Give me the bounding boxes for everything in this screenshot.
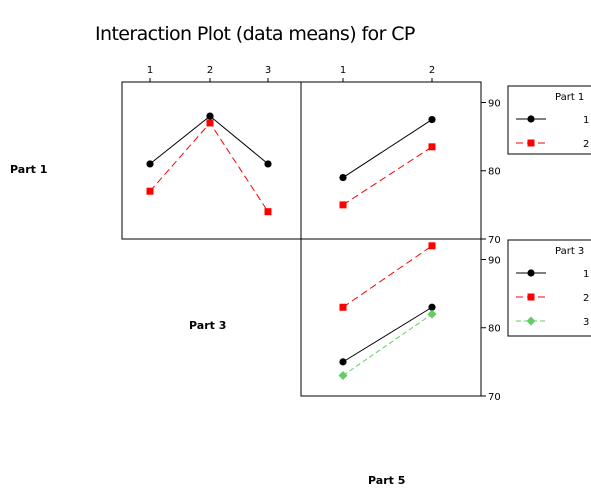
point-part3-by-part5-1 (428, 303, 436, 311)
y-tick-label: 80 (488, 324, 501, 335)
x-tick-label: 3 (265, 65, 271, 76)
y-tick-label: 70 (488, 392, 501, 403)
panel-frame-part1-by-part3 (121, 81, 302, 240)
legend-title-0: Part 1 (555, 92, 584, 103)
panel-frame-part3-by-part5 (300, 238, 482, 397)
y-tick-label: 70 (488, 235, 501, 246)
x-tick-label: 1 (147, 65, 153, 76)
x-tick-label: 2 (429, 65, 435, 76)
factor-label-part1: Part 1 (10, 163, 47, 176)
chart-title: Interaction Plot (data means) for CP (95, 23, 415, 45)
point-part1-by-part5-2 (428, 143, 436, 151)
x-tick-label: 2 (207, 65, 213, 76)
point-part1-by-part3-1 (206, 112, 214, 120)
legend-label-0-2: 2 (583, 139, 589, 150)
point-part3-by-part5-3 (427, 309, 437, 319)
point-part3-by-part5-1 (339, 358, 347, 366)
series-line-part3-by-part5-3 (342, 313, 433, 376)
point-part1-by-part5-2 (339, 201, 347, 209)
legend-marker-1-1 (527, 269, 535, 277)
y-tick-label: 80 (488, 167, 501, 178)
point-part1-by-part3-2 (206, 119, 214, 127)
legend-marker-1-3 (526, 316, 536, 326)
series-line-part1-by-part5-1 (342, 119, 433, 178)
legend-label-1-1: 1 (583, 269, 589, 280)
series-line-part3-by-part5-2 (342, 245, 433, 308)
legend-title-1: Part 3 (555, 246, 584, 257)
point-part1-by-part3-1 (146, 160, 154, 168)
panel-frame-part1-by-part5 (300, 81, 482, 240)
series-line-part1-by-part3-2 (149, 122, 269, 212)
factor-label-part5: Part 5 (368, 474, 405, 487)
point-part1-by-part5-1 (428, 115, 436, 124)
point-part3-by-part5-3 (338, 371, 348, 381)
point-part1-by-part3-1 (264, 160, 272, 168)
point-part3-by-part5-2 (339, 303, 347, 311)
point-part1-by-part3-2 (264, 208, 272, 216)
legend-marker-1-2 (527, 293, 535, 301)
point-part1-by-part3-2 (146, 187, 154, 195)
series-line-part1-by-part5-2 (342, 146, 433, 206)
legend-marker-0-2 (527, 139, 535, 147)
y-tick-label: 90 (488, 255, 501, 266)
legend-label-1-3: 3 (583, 317, 589, 328)
x-tick-label: 1 (340, 65, 346, 76)
point-part1-by-part5-1 (339, 173, 347, 182)
y-tick-label: 90 (488, 98, 501, 109)
series-line-part3-by-part5-1 (342, 306, 433, 363)
legend-label-0-1: 1 (583, 115, 589, 126)
factor-label-part3: Part 3 (189, 319, 226, 332)
legend-box-part3 (507, 239, 591, 337)
legend-label-1-2: 2 (583, 293, 589, 304)
point-part3-by-part5-2 (428, 242, 436, 250)
legend-marker-0-1 (527, 115, 535, 123)
